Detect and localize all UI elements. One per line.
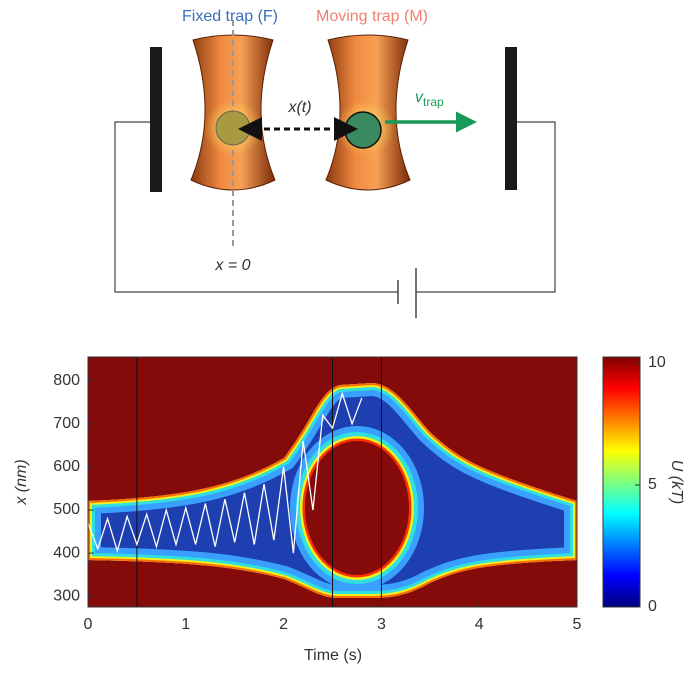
barrier [305,441,409,575]
y-tick-label: 600 [53,458,80,475]
colorbar [602,356,641,608]
colorbar-label: U (kT) [668,460,685,504]
electrode [505,47,517,190]
velocity-label: vtrap [415,89,444,109]
moving-trap-label: Moving trap (M) [316,8,428,25]
y-tick-label: 700 [53,415,80,432]
x-tick-label: 2 [279,616,288,633]
plot-frame [87,356,578,608]
y-tick-label: 800 [53,372,80,389]
trajectory [87,391,363,554]
colorbar-tick-label: 5 [648,476,657,493]
electrode [150,47,162,192]
x-tick-label: 5 [573,616,582,633]
x-axis-label: Time (s) [304,647,362,664]
velocity-sub: trap [423,95,444,109]
velocity-main: v [415,89,424,106]
x-tick-label: 0 [84,616,93,633]
fixed-trap-label: Fixed trap (F) [182,8,278,25]
x-tick-label: 4 [475,616,484,633]
wire [114,121,556,293]
x-tick-label: 3 [377,616,386,633]
separation-label: x(t) [287,99,311,116]
x-tick-label: 1 [181,616,190,633]
y-tick-label: 400 [53,544,80,561]
origin-label: x = 0 [214,257,250,274]
colorbar-tick-label: 0 [648,598,657,615]
y-axis-label: x (nm) [13,459,30,505]
colorbar-tick-label: 10 [648,354,666,371]
y-tick-label: 500 [53,501,80,518]
plot: 0 1 2 3 4 5 300 400 500 600 700 800 0 5 10 [53,354,666,633]
diagram: Fixed trap (F) Moving trap (M) x(t) vtra… [114,8,556,318]
y-tick-label: 300 [53,587,80,604]
bead-moving [344,111,382,149]
